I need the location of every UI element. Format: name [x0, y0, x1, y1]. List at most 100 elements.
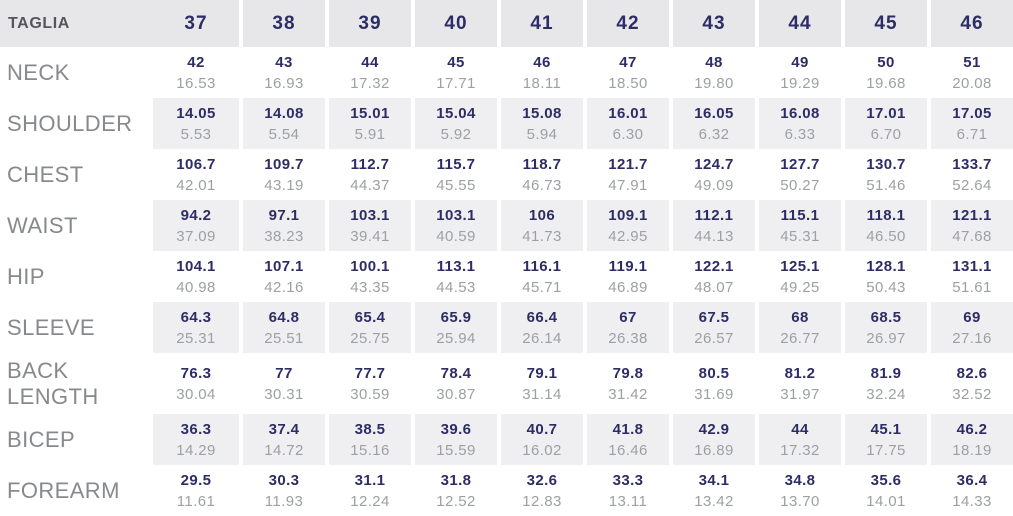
- measurement-cell: 51 20.08: [927, 47, 1013, 98]
- cm-value: 64.8: [268, 308, 300, 326]
- inch-value: 12.83: [522, 492, 562, 510]
- measurement-cell: 109.7 43.19: [239, 149, 325, 200]
- cm-value: 65.9: [440, 308, 472, 326]
- inch-value: 31.42: [608, 385, 648, 403]
- inch-value: 19.68: [866, 74, 906, 92]
- inch-value: 5.92: [440, 125, 472, 143]
- table-row: BACK LENGTH 76.3 30.04 77 30.31 77.7 30.59 78.4…: [0, 353, 1013, 414]
- cm-value: 115.1: [780, 206, 820, 224]
- cm-value: 103.1: [350, 206, 390, 224]
- inch-value: 40.59: [436, 227, 476, 245]
- measurement-cell: 41.8 16.46: [583, 414, 669, 465]
- measurement-cell: 45 17.71: [411, 47, 497, 98]
- cm-value: 14.08: [264, 104, 304, 122]
- cm-value: 46.2: [956, 420, 988, 438]
- cm-value: 130.7: [866, 155, 906, 173]
- inch-value: 26.77: [780, 329, 820, 347]
- measurement-cell: 124.7 49.09: [669, 149, 755, 200]
- measurement-cell: 16.08 6.33: [755, 98, 841, 149]
- cm-value: 115.7: [436, 155, 476, 173]
- measurement-cell: 77 30.31: [239, 353, 325, 414]
- row-label: BICEP: [7, 426, 76, 452]
- table-row: FOREARM 29.5 11.61 30.3 11.93 31.1 12.24 31.8 12…: [0, 465, 1013, 516]
- cm-value: 109.7: [264, 155, 304, 173]
- inch-value: 12.24: [350, 492, 390, 510]
- inch-value: 40.98: [176, 278, 216, 296]
- inch-value: 52.64: [952, 176, 992, 194]
- inch-value: 44.37: [350, 176, 390, 194]
- cm-value: 37.4: [268, 420, 300, 438]
- measurement-cell: 14.05 5.53: [153, 98, 239, 149]
- measurement-cell: 31.1 12.24: [325, 465, 411, 516]
- cm-value: 122.1: [694, 257, 734, 275]
- cm-value: 118.1: [866, 206, 906, 224]
- cm-value: 118.7: [522, 155, 562, 173]
- measurement-cell: 109.1 42.95: [583, 200, 669, 251]
- measurement-cell: 107.1 42.16: [239, 251, 325, 302]
- inch-value: 31.14: [522, 385, 562, 403]
- measurement-cell: 31.8 12.52: [411, 465, 497, 516]
- measurement-cell: 64.3 25.31: [153, 302, 239, 353]
- cm-value: 81.9: [870, 364, 902, 382]
- measurement-cell: 45.1 17.75: [841, 414, 927, 465]
- cm-value: 43: [275, 53, 293, 71]
- cm-value: 29.5: [180, 471, 212, 489]
- cm-value: 39.6: [440, 420, 472, 438]
- cm-value: 15.08: [522, 104, 562, 122]
- inch-value: 19.29: [780, 74, 820, 92]
- inch-value: 16.93: [264, 74, 304, 92]
- inch-value: 46.50: [866, 227, 906, 245]
- inch-value: 38.23: [264, 227, 304, 245]
- inch-value: 43.19: [264, 176, 304, 194]
- measurement-cell: 46 18.11: [497, 47, 583, 98]
- cm-value: 77.7: [354, 364, 386, 382]
- cm-value: 45: [447, 53, 465, 71]
- measurement-cell: 127.7 50.27: [755, 149, 841, 200]
- size-header-cell: 38: [239, 0, 325, 47]
- inch-value: 11.93: [264, 492, 304, 510]
- measurement-cell: 104.1 40.98: [153, 251, 239, 302]
- inch-value: 43.35: [350, 278, 390, 296]
- inch-value: 20.08: [952, 74, 992, 92]
- cm-value: 79.1: [526, 364, 558, 382]
- cm-value: 68: [791, 308, 809, 326]
- measurement-cell: 122.1 48.07: [669, 251, 755, 302]
- size-header-cell: 41: [497, 0, 583, 47]
- measurement-cell: 15.01 5.91: [325, 98, 411, 149]
- measurement-cell: 50 19.68: [841, 47, 927, 98]
- table-row: SLEEVE 64.3 25.31 64.8 25.51 65.4 25.75 65.9 25.…: [0, 302, 1013, 353]
- cm-value: 36.4: [956, 471, 988, 489]
- cm-value: 69: [963, 308, 981, 326]
- table-row: HIP 104.1 40.98 107.1 42.16 100.1 43.35 113.1 44…: [0, 251, 1013, 302]
- size-header-cell: 43: [669, 0, 755, 47]
- inch-value: 45.71: [522, 278, 562, 296]
- cm-value: 128.1: [866, 257, 906, 275]
- measurement-cell: 81.2 31.97: [755, 353, 841, 414]
- measurement-cell: 121.1 47.68: [927, 200, 1013, 251]
- measurement-cell: 106 41.73: [497, 200, 583, 251]
- cm-value: 17.05: [952, 104, 992, 122]
- measurement-cell: 79.1 31.14: [497, 353, 583, 414]
- measurement-cell: 118.7 46.73: [497, 149, 583, 200]
- cm-value: 17.01: [866, 104, 906, 122]
- inch-value: 14.72: [264, 441, 304, 459]
- inch-value: 25.31: [176, 329, 216, 347]
- measurement-cell: 15.04 5.92: [411, 98, 497, 149]
- inch-value: 6.32: [698, 125, 730, 143]
- inch-value: 49.09: [694, 176, 734, 194]
- taglia-header-cell: TAGLIA: [0, 0, 153, 47]
- cm-value: 34.8: [784, 471, 816, 489]
- inch-value: 6.71: [956, 125, 988, 143]
- measurement-cell: 37.4 14.72: [239, 414, 325, 465]
- measurement-cell: 94.2 37.09: [153, 200, 239, 251]
- measurement-cell: 39.6 15.59: [411, 414, 497, 465]
- size-header-cell: 44: [755, 0, 841, 47]
- inch-value: 26.38: [608, 329, 648, 347]
- inch-value: 31.97: [780, 385, 820, 403]
- measurement-cell: 69 27.16: [927, 302, 1013, 353]
- cm-value: 46: [533, 53, 551, 71]
- measurement-cell: 64.8 25.51: [239, 302, 325, 353]
- table-header-row: TAGLIA 37 38 39 40 41 42 43 44 45 46: [0, 0, 1013, 47]
- cm-value: 113.1: [436, 257, 476, 275]
- cm-value: 100.1: [350, 257, 390, 275]
